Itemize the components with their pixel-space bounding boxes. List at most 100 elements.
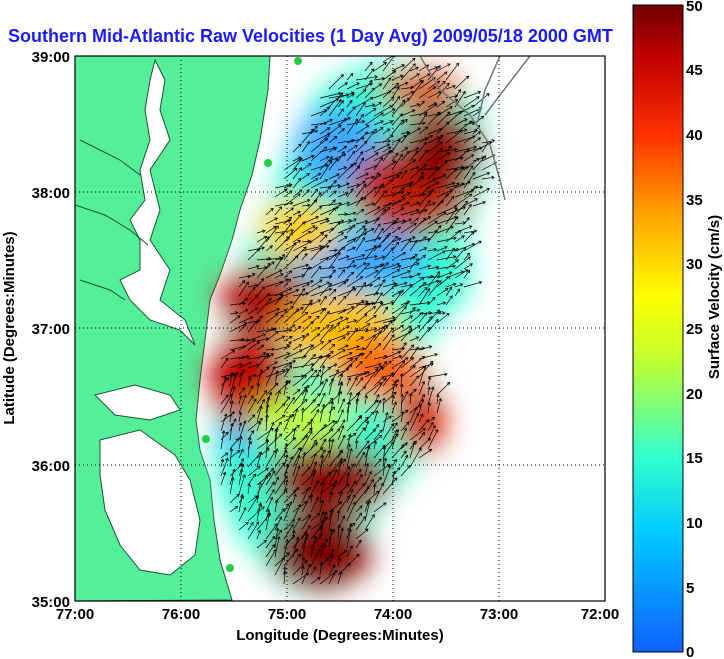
velocity-arrow	[328, 135, 338, 144]
velocity-arrow	[274, 287, 293, 297]
velocity-arrow	[229, 362, 243, 369]
velocity-arrow	[310, 172, 322, 180]
velocity-arrow	[328, 173, 341, 180]
velocity-arrow	[391, 119, 404, 135]
velocity-arrow	[301, 399, 316, 414]
velocity-arrow	[355, 282, 367, 297]
velocity-arrow	[364, 217, 381, 225]
velocity-arrow	[301, 514, 311, 531]
velocity-arrow	[310, 205, 323, 216]
velocity-arrow	[238, 279, 246, 288]
velocity-arrow	[310, 257, 329, 270]
velocity-arrow	[337, 557, 342, 567]
velocity-arrow	[427, 265, 440, 270]
velocity-arrow	[373, 126, 384, 135]
velocity-arrow	[229, 311, 239, 315]
velocity-arrow	[256, 297, 272, 315]
velocity-arrow	[238, 422, 243, 432]
velocity-arrow	[463, 90, 482, 99]
velocity-arrow	[373, 354, 388, 360]
velocity-arrow	[328, 571, 336, 585]
velocity-arrow	[247, 521, 254, 531]
velocity-arrow	[463, 229, 478, 234]
velocity-arrow	[283, 488, 297, 504]
velocity-arrow	[346, 433, 352, 450]
velocity-arrow	[382, 464, 392, 486]
velocity-arrow	[355, 440, 370, 459]
velocity-arrow	[364, 146, 376, 153]
velocity-arrow	[274, 508, 285, 522]
velocity-arrow	[337, 146, 348, 153]
velocity-arrow	[472, 137, 482, 144]
velocity-arrow	[418, 141, 427, 153]
velocity-arrow	[256, 420, 262, 432]
velocity-arrow	[427, 200, 444, 216]
velocity-arrow	[391, 207, 405, 216]
velocity-arrow	[337, 358, 354, 369]
velocity-arrow	[220, 471, 227, 486]
velocity-arrow	[391, 289, 404, 306]
velocity-arrow	[238, 274, 251, 279]
velocity-arrow	[409, 253, 418, 261]
bathymetry-contour-2	[477, 56, 501, 121]
velocity-arrow	[418, 286, 428, 297]
velocity-arrow	[247, 385, 254, 396]
y-tick-label: 39:00	[32, 49, 70, 66]
velocity-arrow	[310, 480, 320, 495]
velocity-arrow	[292, 455, 301, 477]
velocity-arrow	[355, 397, 360, 414]
velocity-arrow	[265, 496, 274, 513]
velocity-arrow	[265, 361, 278, 369]
velocity-arrow	[328, 232, 345, 243]
velocity-arrow	[319, 186, 332, 198]
velocity-arrow	[310, 163, 329, 171]
velocity-arrow	[247, 333, 267, 342]
velocity-arrow	[427, 65, 441, 81]
velocity-arrow	[373, 105, 393, 117]
velocity-arrow	[382, 320, 393, 333]
velocity-arrow	[220, 394, 229, 405]
velocity-arrow	[310, 333, 321, 342]
velocity-arrow	[256, 539, 268, 549]
velocity-arrow	[301, 199, 318, 216]
velocity-arrow	[247, 319, 261, 324]
velocity-arrow	[346, 106, 356, 117]
velocity-arrow	[319, 307, 327, 315]
velocity-arrow	[364, 175, 375, 180]
velocity-arrow	[427, 309, 440, 324]
velocity-arrow	[247, 376, 252, 387]
velocity-arrow	[382, 350, 402, 360]
velocity-arrow	[355, 236, 366, 252]
velocity-arrow	[256, 473, 272, 486]
velocity-arrow	[400, 262, 420, 270]
velocity-arrow	[283, 362, 293, 369]
velocity-arrow	[265, 308, 280, 315]
velocity-arrow	[418, 312, 428, 324]
colorbar-tick-label: 5	[686, 580, 694, 597]
velocity-arrow	[346, 145, 358, 153]
velocity-arrow	[247, 286, 256, 297]
velocity-arrow	[319, 471, 332, 486]
velocity-arrow	[292, 435, 308, 450]
velocity-arrow	[291, 529, 296, 540]
colorbar-tick-label: 45	[686, 62, 703, 79]
velocity-arrow	[337, 495, 350, 513]
velocity-arrow	[319, 133, 331, 144]
velocity-arrow	[328, 147, 338, 153]
velocity-arrow	[463, 263, 473, 270]
velocity-arrow	[229, 493, 240, 504]
grid-lines	[75, 56, 605, 601]
velocity-arrow	[337, 352, 353, 360]
velocity-arrow	[274, 236, 290, 252]
velocity-arrow	[337, 382, 343, 405]
velocity-arrow	[454, 118, 468, 126]
velocity-arrow	[301, 154, 315, 162]
velocity-arrow	[436, 71, 448, 81]
velocity-arrow	[310, 403, 321, 414]
velocity-arrow	[445, 168, 457, 180]
velocity-arrow	[391, 409, 409, 423]
velocity-arrow	[328, 248, 338, 253]
velocity-arrow	[373, 223, 381, 234]
velocity-arrow	[328, 199, 336, 207]
velocity-arrow	[337, 117, 351, 126]
